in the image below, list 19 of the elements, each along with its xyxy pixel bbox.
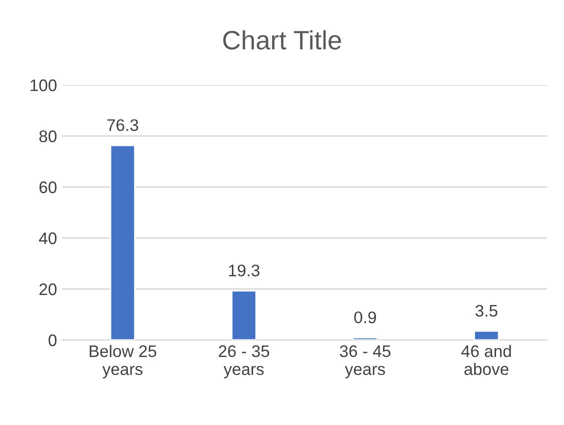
- y-tick-label: 40: [39, 232, 57, 244]
- bar: [352, 337, 378, 340]
- y-tick-label: 20: [39, 283, 57, 296]
- data-label: 0.9: [354, 312, 376, 324]
- data-label: 3.5: [476, 304, 498, 317]
- data-label: 76.3: [107, 119, 138, 132]
- y-tick-label: 60: [39, 181, 57, 194]
- x-tick-label: 26 - 35 years: [218, 345, 270, 378]
- chart-title: Chart Title: [223, 30, 341, 50]
- bar: [110, 144, 136, 340]
- x-tick-label: 36 - 45 years: [340, 345, 390, 378]
- y-tick-label: 0: [48, 334, 57, 346]
- bar: [474, 330, 500, 340]
- y-tick-label: 100: [30, 79, 57, 92]
- x-tick-label: Below 25 years: [90, 344, 156, 378]
- y-tick-label: 80: [39, 130, 57, 142]
- data-label: 19.3: [228, 264, 260, 276]
- bar: [231, 290, 257, 340]
- x-tick-label: 46 and above: [461, 344, 511, 376]
